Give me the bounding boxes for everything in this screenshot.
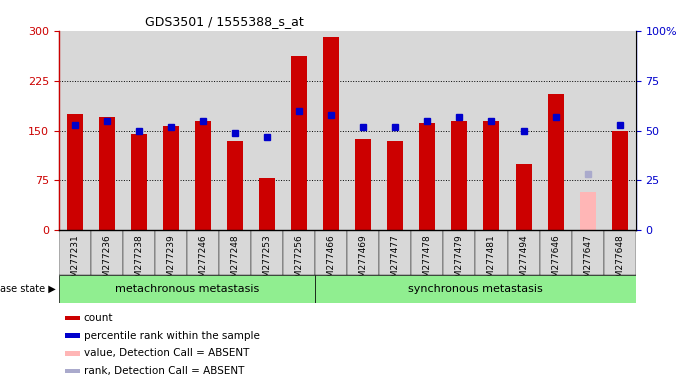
Bar [379,230,411,275]
Bar [64,316,80,320]
Bar [387,141,404,230]
Text: GSM277256: GSM277256 [294,234,303,289]
Text: rank, Detection Call = ABSENT: rank, Detection Call = ABSENT [84,366,244,376]
Bar [91,31,123,230]
Bar [64,369,80,373]
Bar [571,31,604,230]
Text: GSM277494: GSM277494 [519,234,528,288]
Bar [379,31,411,230]
Bar [59,275,315,303]
Bar [99,117,115,230]
Bar [59,31,91,230]
Bar [315,230,347,275]
Bar [64,333,80,338]
Bar [411,230,444,275]
Bar [612,131,627,230]
Text: GDS3501 / 1555388_s_at: GDS3501 / 1555388_s_at [145,15,304,28]
Text: GSM277248: GSM277248 [231,234,240,288]
Bar [283,230,315,275]
Text: GSM277239: GSM277239 [167,234,176,289]
Bar [187,230,219,275]
Bar [163,126,179,230]
Text: GSM277481: GSM277481 [487,234,496,289]
Bar [475,31,507,230]
Bar [91,230,123,275]
Bar [64,351,80,356]
Bar [187,31,219,230]
Bar [219,230,251,275]
Bar [315,31,347,230]
Text: GSM277648: GSM277648 [615,234,624,289]
Text: metachronous metastasis: metachronous metastasis [115,284,259,294]
Bar [251,230,283,275]
Bar [540,230,571,275]
Bar [444,31,475,230]
Text: percentile rank within the sample: percentile rank within the sample [84,331,259,341]
Text: value, Detection Call = ABSENT: value, Detection Call = ABSENT [84,348,249,358]
Text: count: count [84,313,113,323]
Bar [59,230,91,275]
Bar [411,31,444,230]
Text: GSM277469: GSM277469 [359,234,368,289]
Bar [580,192,596,230]
Bar [155,31,187,230]
Bar [283,31,315,230]
Text: GSM277477: GSM277477 [391,234,400,289]
Bar [604,230,636,275]
Text: GSM277478: GSM277478 [423,234,432,289]
Bar [515,164,531,230]
Bar [348,31,379,230]
Bar [484,121,500,230]
Text: GSM277236: GSM277236 [102,234,111,289]
Bar [540,31,571,230]
Bar [355,139,371,230]
Bar [547,94,564,230]
Bar [291,56,307,230]
Bar [195,121,211,230]
Bar [251,31,283,230]
Bar [131,134,147,230]
Bar [67,114,83,230]
Bar [444,230,475,275]
Text: GSM277646: GSM277646 [551,234,560,289]
Bar [348,230,379,275]
Text: GSM277479: GSM277479 [455,234,464,289]
Bar [259,179,275,230]
Bar [571,230,604,275]
Bar [507,31,540,230]
Bar [475,230,507,275]
Text: GSM277246: GSM277246 [198,234,207,288]
Text: GSM277238: GSM277238 [134,234,143,289]
Bar [227,141,243,230]
Text: GSM277231: GSM277231 [70,234,79,289]
Text: GSM277253: GSM277253 [263,234,272,289]
Bar [123,230,155,275]
Text: synchronous metastasis: synchronous metastasis [408,284,543,294]
Bar [315,275,636,303]
Bar [507,230,540,275]
Bar [155,230,187,275]
Bar [451,121,467,230]
Bar [219,31,251,230]
Text: GSM277647: GSM277647 [583,234,592,289]
Bar [323,37,339,230]
Text: GSM277466: GSM277466 [327,234,336,289]
Bar [604,31,636,230]
Text: disease state ▶: disease state ▶ [0,284,56,294]
Bar [419,122,435,230]
Bar [123,31,155,230]
